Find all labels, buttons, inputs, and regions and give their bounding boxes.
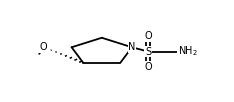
Text: O: O	[40, 42, 48, 52]
Text: S: S	[145, 47, 151, 57]
Text: NH$_2$: NH$_2$	[178, 45, 198, 58]
Text: O: O	[144, 62, 152, 72]
Text: O: O	[144, 31, 152, 41]
Text: N: N	[128, 42, 136, 52]
